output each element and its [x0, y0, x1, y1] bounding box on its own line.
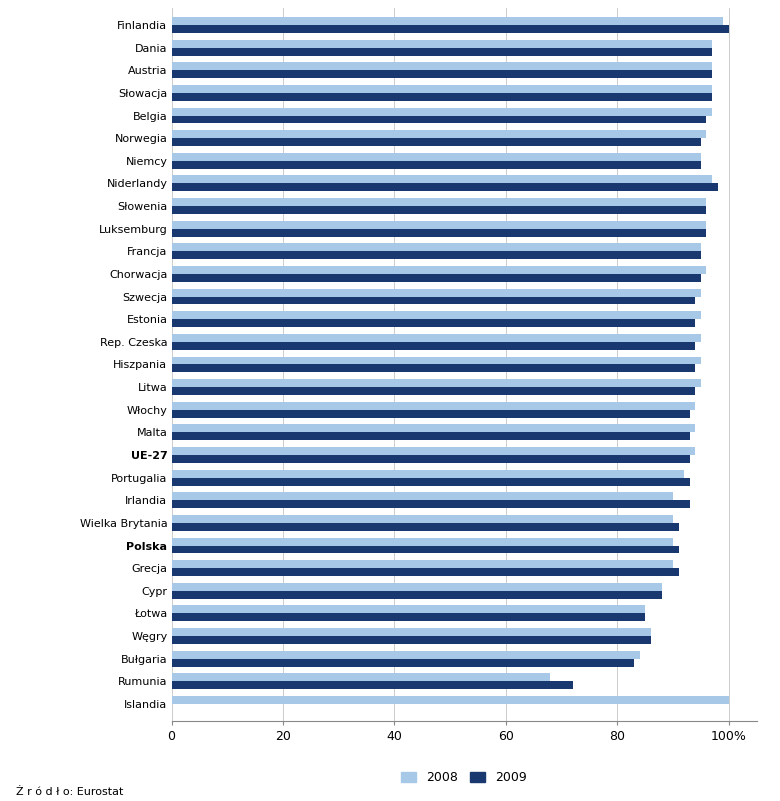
- Bar: [172, 62, 712, 70]
- Bar: [172, 606, 645, 614]
- Bar: [172, 47, 712, 55]
- Bar: [172, 206, 707, 214]
- Bar: [172, 477, 690, 485]
- Bar: [172, 296, 695, 304]
- Bar: [172, 288, 701, 296]
- Bar: [172, 658, 634, 666]
- Bar: [172, 356, 701, 364]
- Bar: [172, 501, 690, 508]
- Bar: [172, 85, 712, 93]
- Bar: [172, 650, 640, 658]
- Bar: [172, 455, 690, 463]
- Bar: [172, 515, 673, 523]
- Bar: [172, 636, 651, 644]
- Bar: [172, 560, 673, 568]
- Bar: [172, 628, 651, 636]
- Bar: [172, 115, 707, 123]
- Bar: [172, 364, 695, 372]
- Bar: [172, 70, 712, 78]
- Bar: [172, 17, 723, 25]
- Bar: [172, 334, 701, 342]
- Bar: [172, 493, 673, 501]
- Bar: [172, 228, 707, 236]
- Bar: [172, 425, 695, 433]
- Bar: [172, 131, 707, 138]
- Bar: [172, 319, 695, 327]
- Bar: [172, 244, 701, 252]
- Bar: [172, 342, 695, 350]
- Bar: [172, 387, 695, 395]
- Bar: [172, 274, 701, 282]
- Bar: [172, 252, 701, 260]
- Bar: [172, 40, 712, 47]
- Bar: [172, 523, 679, 531]
- Bar: [172, 198, 707, 206]
- Bar: [172, 107, 712, 115]
- Bar: [172, 161, 701, 169]
- Bar: [172, 674, 551, 682]
- Bar: [172, 93, 712, 101]
- Bar: [172, 266, 707, 274]
- Bar: [172, 312, 701, 319]
- Bar: [172, 221, 707, 228]
- Bar: [172, 138, 701, 146]
- Bar: [172, 537, 673, 545]
- Legend: 2008, 2009: 2008, 2009: [396, 767, 532, 789]
- Bar: [172, 153, 701, 161]
- Bar: [172, 545, 679, 553]
- Bar: [172, 682, 573, 689]
- Bar: [172, 183, 718, 191]
- Bar: [172, 469, 684, 477]
- Bar: [172, 175, 712, 183]
- Bar: [172, 402, 695, 410]
- Bar: [172, 696, 729, 704]
- Bar: [172, 568, 679, 576]
- Bar: [172, 25, 729, 33]
- Bar: [172, 447, 695, 455]
- Bar: [172, 379, 701, 387]
- Bar: [172, 591, 662, 598]
- Text: Ż r ó d ł o: Eurostat: Ż r ó d ł o: Eurostat: [16, 787, 123, 797]
- Bar: [172, 614, 645, 622]
- Bar: [172, 433, 690, 441]
- Bar: [172, 410, 690, 417]
- Bar: [172, 583, 662, 591]
